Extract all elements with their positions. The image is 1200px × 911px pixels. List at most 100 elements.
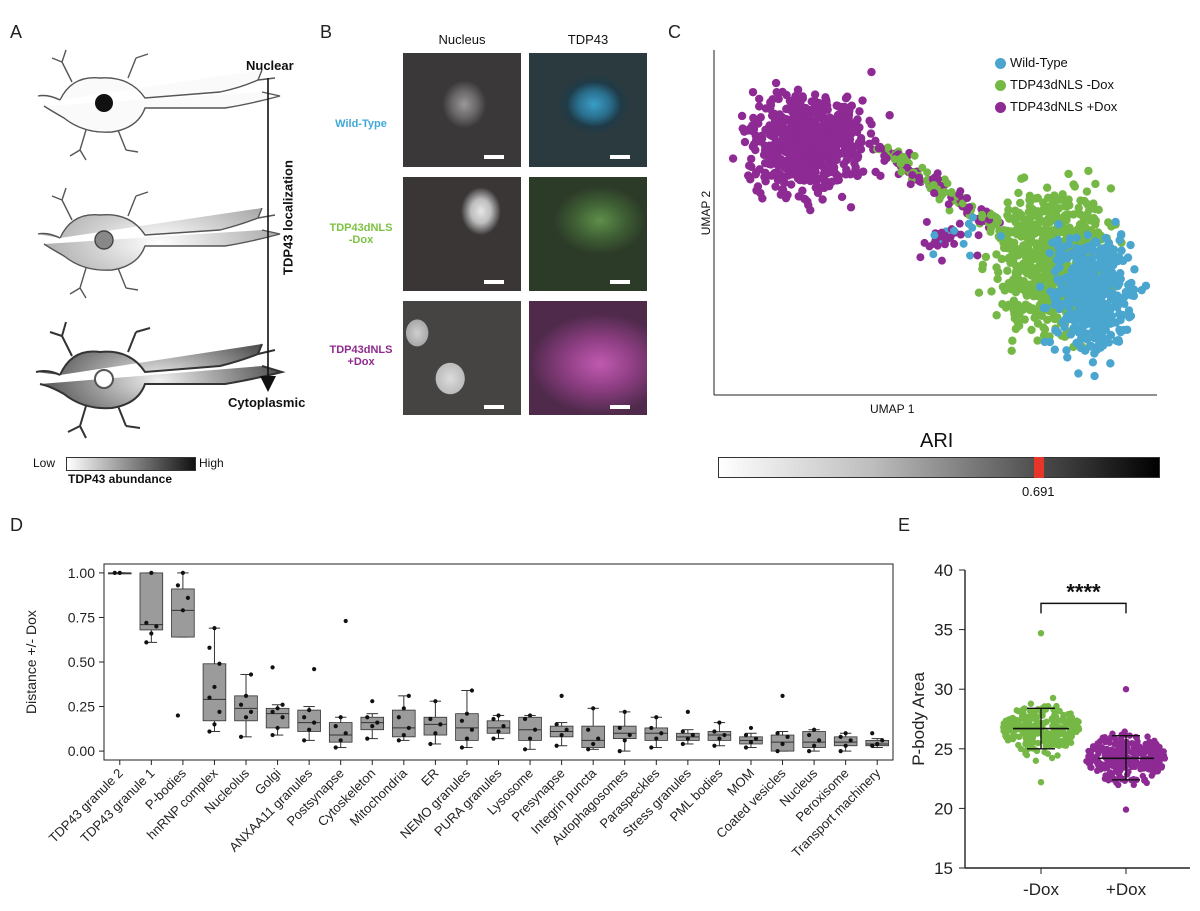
umap-point [1087,341,1096,351]
micrograph-wt-nucleus [403,53,521,167]
e-group-0 [1000,629,1083,786]
umap-point [803,158,812,168]
legend-item-plus-dox: TDP43dNLS +Dox [995,96,1117,118]
box-11 [455,688,479,750]
data-point [554,743,559,748]
umap-point [1118,256,1128,266]
data-point [522,747,528,752]
e-data-point [1027,713,1034,721]
umap-point [956,230,965,239]
e-data-point [1141,749,1148,756]
e-data-point [1144,733,1151,740]
data-point [112,570,117,576]
umap-point [822,97,831,106]
umap-point [1070,182,1080,191]
e-data-point [1122,806,1130,813]
umap-point [1020,315,1029,324]
umap-point [1088,291,1097,301]
data-point [596,736,601,741]
umap-point [1037,293,1046,303]
umap-point [1074,369,1083,378]
e-data-point [1044,750,1051,757]
box-19 [707,720,732,748]
e-y-axis-label: P-body Area [909,672,928,766]
umap-point [851,165,860,174]
umap-point [997,254,1006,264]
data-point [207,729,212,734]
umap-point [937,228,946,237]
umap-point [973,251,982,260]
umap-point [840,118,849,127]
box-15 [581,706,605,752]
umap-point [986,227,995,236]
e-y-tick-label: 20 [934,799,953,818]
data-point [302,715,307,720]
umap-point [1083,230,1092,240]
umap-point [1106,359,1115,368]
col-nucleus-header: Nucleus [438,32,486,47]
data-point [717,720,722,725]
umap-point [1106,316,1115,326]
umap-point [875,142,885,152]
data-point [464,711,470,716]
data-point [843,743,848,748]
box-9 [392,693,416,743]
abundance-gradient-bar [66,457,196,471]
data-point [559,732,564,738]
e-data-point [1022,720,1029,727]
umap-point [856,145,866,154]
data-point [333,724,338,729]
data-point [690,732,695,738]
umap-point [841,125,851,135]
data-point [149,631,154,636]
data-point [438,722,443,727]
box [139,572,164,631]
umap-point [811,116,820,126]
umap-point [1027,325,1036,335]
umap-point [1019,241,1028,250]
umap-point [770,120,779,129]
data-point [396,715,401,720]
umap-point [1124,280,1133,290]
umap-point [1033,336,1042,345]
e-data-point [1146,738,1153,745]
e-data-point [1005,725,1013,732]
e-data-point [1073,728,1080,736]
umap-point [933,241,942,250]
umap-point [1054,242,1063,252]
e-data-point [1083,757,1090,765]
umap-point [1007,346,1016,355]
umap-point [793,85,803,94]
scale-bar [484,405,504,409]
e-data-point [1017,745,1025,753]
umap-point [749,113,758,123]
umap-point [780,178,789,187]
umap-point [1016,198,1025,208]
umap-point [1089,213,1099,223]
umap-point [1114,335,1123,345]
panel-d-letter: D [10,515,23,535]
data-point [238,702,244,707]
data-point [501,724,506,729]
umap-point [1122,325,1132,334]
umap-point [807,97,816,106]
umap-point [1045,204,1055,213]
umap-point [1045,248,1054,258]
data-point [212,684,217,690]
umap-point [944,200,953,209]
data-point [469,727,475,732]
significance-bracket [1040,602,1127,614]
umap-legend: Wild-Type TDP43dNLS -Dox TDP43dNLS +Dox [995,52,1117,118]
umap-point [1077,283,1086,292]
umap-point [1074,245,1084,254]
umap-point [1004,254,1013,263]
data-point [838,734,843,739]
umap-point [1117,246,1126,255]
umap-point [992,311,1001,320]
umap-point [817,130,826,139]
data-point [406,725,411,731]
e-data-point [1034,739,1042,747]
data-point [532,727,538,732]
umap-point [1048,226,1057,235]
data-point [280,715,285,720]
